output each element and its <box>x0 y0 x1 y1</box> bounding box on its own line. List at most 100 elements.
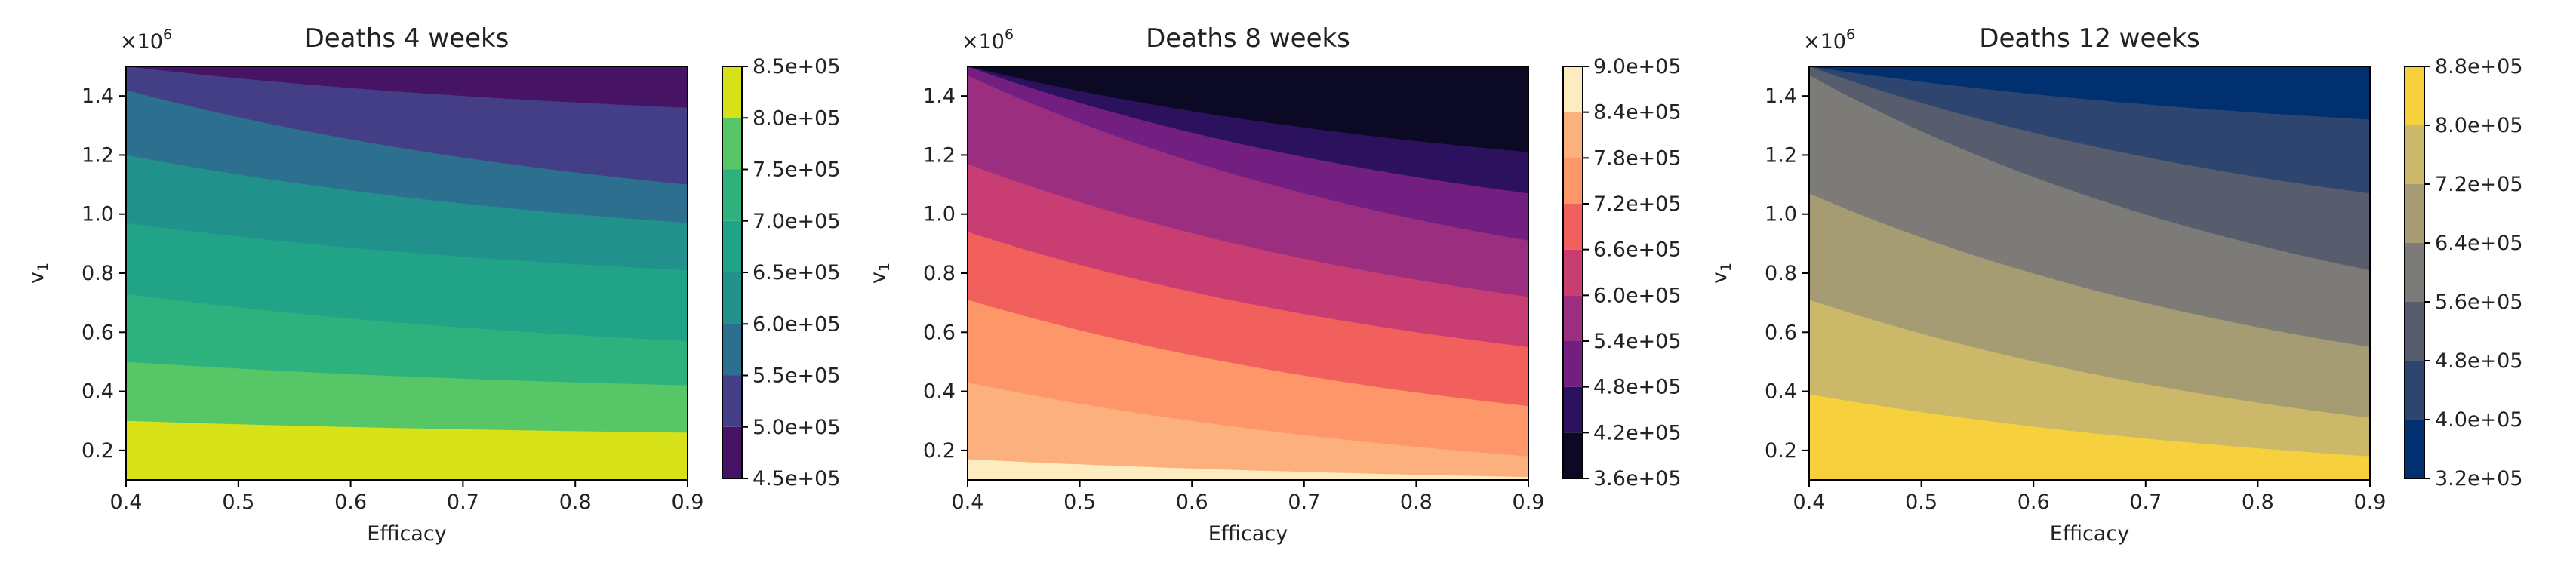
x-tick-label: 0.4 <box>952 491 984 514</box>
colorbar-tick-label: 8.4e+05 <box>1593 101 1682 125</box>
y-tick-label: 0.2 <box>923 439 956 463</box>
colorbar-tick-label: 4.5e+05 <box>752 467 841 491</box>
colorbar-swatch <box>1563 249 1583 296</box>
y-tick-label: 0.2 <box>1765 439 1797 463</box>
y-tick-label: 1.4 <box>1765 85 1797 108</box>
y-tick-label: 0.8 <box>923 262 956 285</box>
colorbar-tick-label: 7.5e+05 <box>752 158 841 182</box>
colorbar-tick-label: 6.4e+05 <box>2435 232 2523 255</box>
colorbar-tick-label: 4.2e+05 <box>1593 421 1682 444</box>
colorbar-frame <box>1562 66 1583 479</box>
colorbar-swatch <box>722 66 742 118</box>
x-tick-label: 0.5 <box>222 491 254 514</box>
y-tick-label: 0.4 <box>923 380 956 404</box>
x-tick-label: 0.5 <box>1905 491 1937 514</box>
x-tick-label: 0.7 <box>2129 491 2162 514</box>
colorbar-tick-label: 5.0e+05 <box>752 416 841 439</box>
contour-band-6 <box>1809 394 2370 480</box>
contour-bands <box>968 66 1528 480</box>
x-tick-label: 0.9 <box>2354 491 2387 514</box>
y-tick-label: 1.2 <box>923 143 956 167</box>
y-tick-label: 0.6 <box>1765 321 1797 344</box>
contour-band-8 <box>968 459 1528 480</box>
x-tick-label: 0.7 <box>1288 491 1320 514</box>
colorbar-frame <box>2404 66 2425 479</box>
x-tick-label: 0.8 <box>559 491 592 514</box>
colorbar-swatch <box>722 375 742 427</box>
colorbar-tick-label: 4.8e+05 <box>1593 376 1682 399</box>
x-tick-label: 0.8 <box>2242 491 2274 514</box>
colorbar-swatch <box>1563 341 1583 387</box>
contour-band-7 <box>968 382 1528 480</box>
colorbar-swatch <box>722 118 742 170</box>
colorbar-swatch <box>2405 361 2424 420</box>
colorbar-tick-label: 8.8e+05 <box>2435 55 2523 78</box>
colorbar-swatch <box>1563 432 1583 478</box>
colorbar-swatch <box>1563 158 1583 204</box>
x-axis-label: Efficacy <box>367 522 446 546</box>
chart-title: Deaths 8 weeks <box>1146 23 1350 54</box>
subplot-3: 0.4 0.5 0.6 0.7 0.8 0.9 0.2 0.4 0.6 0.8 1.0 1.2 1.4 ×… <box>1708 23 2523 546</box>
colorbar-swatch <box>2405 125 2424 184</box>
colorbar-swatch <box>1563 386 1583 433</box>
chart-title: Deaths 4 weeks <box>305 23 509 54</box>
y-offset-label: ×106 <box>1803 26 1855 54</box>
colorbar-swatch <box>2405 243 2424 302</box>
y-tick-label: 0.8 <box>1765 262 1797 285</box>
colorbar-swatch <box>1563 204 1583 250</box>
colorbar-tick-label: 6.5e+05 <box>752 261 841 284</box>
colorbar-swatch <box>1563 66 1583 112</box>
y-tick-label: 1.4 <box>82 85 114 108</box>
colorbar: 4.5e+05 5.0e+05 5.5e+05 6.0e+05 6.5e+05 7.0e+… <box>722 55 841 491</box>
x-axis-label: Efficacy <box>2050 522 2129 546</box>
x-tick-label: 0.6 <box>2017 491 2050 514</box>
y-tick-label: 1.2 <box>1765 143 1797 167</box>
colorbar-swatch <box>722 272 742 324</box>
colorbar-tick-label: 6.0e+05 <box>1593 284 1682 307</box>
colorbar-tick-label: 4.0e+05 <box>2435 408 2523 432</box>
subplot-1: 0.4 0.5 0.6 0.7 0.8 0.9 0.2 0.4 0.6 0.8 1.0 1.2 1.4 ×… <box>25 23 841 546</box>
y-offset-label: ×106 <box>120 26 172 54</box>
x-tick-label: 0.7 <box>447 491 479 514</box>
y-tick-label: 1.0 <box>1765 203 1797 226</box>
colorbar-tick-label: 8.5e+05 <box>752 55 841 78</box>
y-tick-label: 1.0 <box>82 203 114 226</box>
colorbar-tick-label: 4.8e+05 <box>2435 349 2523 373</box>
y-tick-label: 1.0 <box>923 203 956 226</box>
y-tick-label: 0.8 <box>82 262 114 285</box>
chart-title: Deaths 12 weeks <box>1979 23 2199 54</box>
colorbar-swatch <box>722 220 742 272</box>
colorbar-swatch <box>2405 184 2424 243</box>
contour-bands <box>126 66 688 480</box>
x-tick-label: 0.8 <box>1400 491 1433 514</box>
colorbar: 3.2e+05 4.0e+05 4.8e+05 5.6e+05 6.4e+05 7.2e+… <box>2404 55 2523 491</box>
colorbar-tick-label: 3.2e+05 <box>2435 467 2523 491</box>
x-axis-label: Efficacy <box>1208 522 1288 546</box>
y-tick-label: 1.2 <box>82 143 114 167</box>
contour-bands <box>1809 66 2370 480</box>
colorbar-swatch <box>722 426 742 478</box>
y-axis-label: v1 <box>1708 263 1734 284</box>
x-tick-label: 0.9 <box>1513 491 1545 514</box>
x-tick-label: 0.5 <box>1063 491 1096 514</box>
colorbar-tick-label: 5.6e+05 <box>2435 291 2523 314</box>
colorbar-tick-label: 7.0e+05 <box>752 210 841 233</box>
colorbar-tick-label: 8.0e+05 <box>2435 114 2523 137</box>
colorbar-tick-label: 5.5e+05 <box>752 364 841 388</box>
colorbar-swatch <box>722 324 742 376</box>
y-tick-label: 0.6 <box>82 321 114 344</box>
colorbar-tick-label: 7.8e+05 <box>1593 146 1682 170</box>
contour-band-7 <box>126 420 688 480</box>
x-tick-label: 0.4 <box>110 491 143 514</box>
colorbar-swatch <box>1563 295 1583 341</box>
colorbar-tick-label: 8.0e+05 <box>752 106 841 130</box>
y-tick-label: 0.2 <box>82 439 114 463</box>
colorbar: 3.6e+05 4.2e+05 4.8e+05 5.4e+05 6.0e+05 6.6e+… <box>1562 55 1682 491</box>
x-tick-label: 0.6 <box>1176 491 1208 514</box>
colorbar-tick-label: 5.4e+05 <box>1593 330 1682 353</box>
x-tick-label: 0.9 <box>672 491 704 514</box>
colorbar-tick-label: 6.0e+05 <box>752 312 841 336</box>
y-tick-label: 0.4 <box>1765 380 1797 404</box>
colorbar-swatch <box>722 169 742 221</box>
